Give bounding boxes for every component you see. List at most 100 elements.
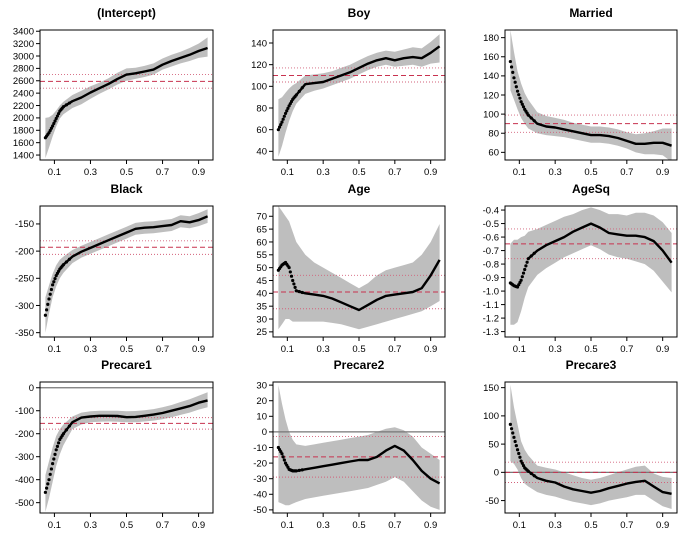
quantile-point — [519, 100, 523, 104]
quantile-point — [60, 434, 64, 438]
quantile-point — [52, 121, 56, 126]
quantile-point — [525, 260, 529, 264]
y-tick-label: 1800 — [13, 126, 34, 137]
x-tick-label: 0.3 — [84, 167, 97, 178]
quantile-point — [288, 270, 292, 274]
quantile-point — [286, 106, 290, 110]
panel-title: Boy — [348, 6, 371, 20]
quantile-point — [279, 450, 283, 454]
quantile-estimate-line — [62, 215, 209, 266]
x-tick-label: 0.9 — [656, 520, 669, 531]
x-tick-label: 0.1 — [48, 344, 61, 355]
x-tick-label: 0.3 — [549, 520, 562, 531]
quantile-point — [525, 111, 529, 115]
y-tick-label: -0.4 — [483, 205, 499, 216]
quantile-estimate-line — [295, 45, 441, 96]
quantile-point — [54, 448, 58, 452]
y-tick-label: 140 — [251, 38, 267, 49]
x-tick-label: 0.9 — [192, 344, 205, 355]
quantile-point — [514, 444, 518, 448]
quantile-estimate-line — [296, 444, 441, 485]
quantile-point — [57, 441, 61, 445]
quantile-point — [283, 111, 288, 116]
plot-area — [40, 37, 213, 159]
y-tick-label: 0 — [29, 383, 34, 394]
y-tick-label: 3000 — [13, 51, 34, 62]
x-tick-label: 0.7 — [388, 167, 401, 178]
x-tick-label: 0.5 — [120, 344, 133, 355]
quantile-estimate-line — [295, 259, 441, 312]
panel-title: Precare2 — [334, 358, 385, 372]
panel-2: Married 0.1 0.3 0.5 0.7 0.9 60 80 100 120 140 160 18… — [483, 6, 678, 178]
panel-title: Precare3 — [566, 358, 617, 372]
y-tick-label: 60 — [256, 237, 267, 248]
y-tick-label: 50 — [256, 263, 267, 274]
quantile-point — [48, 472, 52, 476]
y-tick-label: 180 — [483, 33, 499, 44]
quantile-point — [57, 269, 61, 273]
quantile-point — [292, 282, 296, 286]
x-tick-label: 0.7 — [156, 344, 169, 355]
y-tick-label: 150 — [483, 383, 499, 394]
confidence-band — [278, 34, 440, 157]
quantile-point — [514, 284, 518, 289]
quantile-point — [515, 448, 520, 452]
y-tick-label: 30 — [256, 380, 267, 391]
y-tick-label: 2600 — [13, 76, 34, 87]
plot-area — [505, 384, 677, 509]
quantile-point — [515, 89, 520, 93]
quantile-point — [281, 455, 285, 459]
quantile-point — [46, 302, 50, 306]
confidence-band — [278, 385, 440, 510]
quantile-point — [286, 264, 290, 268]
x-tick-label: 0.3 — [549, 167, 562, 178]
x-tick-label: 0.1 — [48, 167, 61, 178]
quantile-point — [43, 313, 48, 317]
quantile-point — [279, 123, 283, 127]
x-tick-label: 0.9 — [192, 167, 205, 178]
quantile-point — [518, 280, 522, 285]
y-tick-label: -100 — [15, 406, 34, 417]
quantile-point — [518, 455, 522, 459]
quantile-point — [521, 105, 526, 109]
quantile-point — [45, 486, 49, 490]
y-tick-label: 10 — [256, 412, 267, 423]
quantile-point — [279, 265, 283, 269]
plot-area — [273, 34, 445, 157]
quantile-point — [511, 70, 515, 74]
y-tick-label: -250 — [15, 274, 34, 285]
quantile-point — [47, 297, 51, 301]
y-tick-label: 65 — [256, 224, 267, 235]
quantile-point — [517, 451, 521, 456]
y-tick-label: -500 — [15, 498, 34, 509]
panel-title: Black — [110, 182, 142, 196]
y-tick-label: 20 — [256, 396, 267, 407]
quantile-point — [52, 457, 56, 461]
quantile-estimate-line — [527, 222, 673, 264]
quantile-point — [521, 463, 526, 468]
quantile-point — [512, 435, 516, 439]
quantile-point — [282, 114, 286, 118]
y-tick-label: -0.6 — [483, 232, 499, 243]
x-tick-label: 0.9 — [656, 167, 669, 178]
x-tick-label: 0.5 — [352, 344, 365, 355]
x-tick-label: 0.5 — [584, 167, 597, 178]
quantile-point — [524, 264, 528, 268]
confidence-band — [278, 206, 440, 330]
y-tick-label: -50 — [253, 505, 267, 516]
plot-area — [273, 385, 445, 510]
y-tick-label: 140 — [483, 71, 499, 82]
quantile-point — [525, 468, 529, 472]
quantile-point — [60, 106, 64, 110]
y-tick-label: 80 — [488, 129, 499, 140]
x-tick-label: 0.9 — [192, 520, 205, 531]
y-tick-label: 2200 — [13, 101, 34, 112]
x-tick-label: 0.1 — [513, 167, 526, 178]
y-tick-label: 50 — [488, 439, 499, 450]
quantile-point — [280, 120, 284, 124]
y-tick-label: 3400 — [13, 27, 34, 38]
quantile-point — [520, 275, 524, 279]
x-tick-label: 0.1 — [281, 344, 294, 355]
quantile-point — [49, 467, 54, 471]
